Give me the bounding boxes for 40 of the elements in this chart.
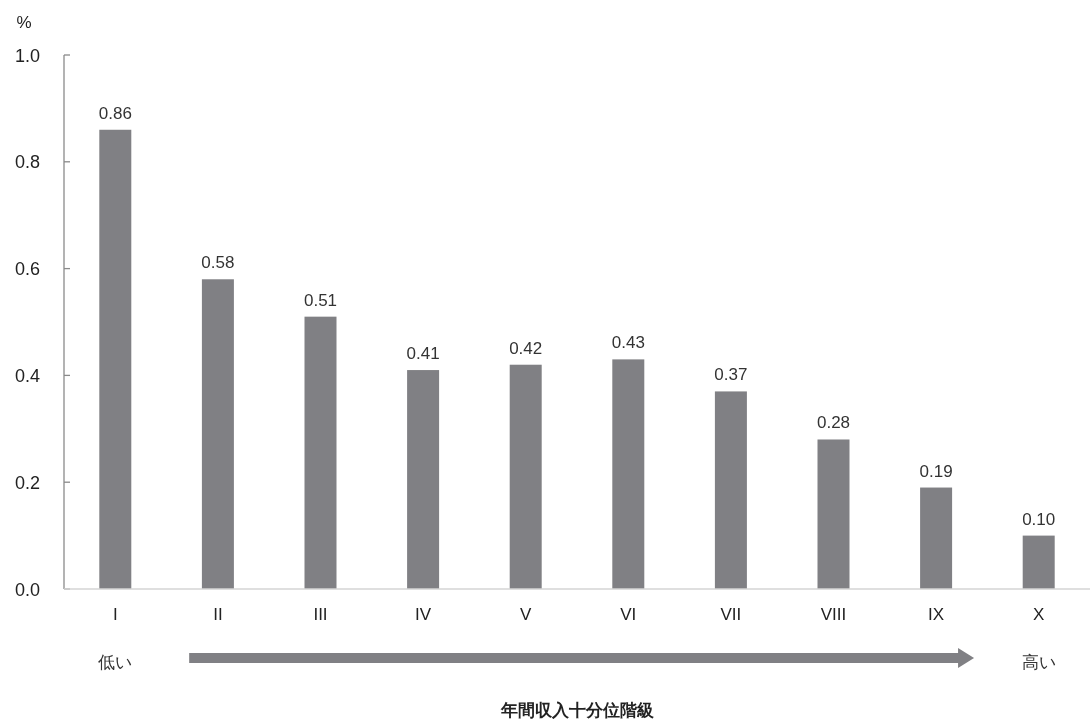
bar (612, 359, 645, 589)
x-tick-label: VIII (820, 605, 847, 624)
data-label: 0.43 (611, 333, 645, 353)
y-axis-title: % (16, 13, 32, 32)
bar (304, 316, 337, 589)
bar (817, 439, 850, 589)
y-tick-label: 1.0 (14, 45, 40, 66)
bar (407, 370, 440, 589)
bar (920, 487, 953, 589)
text: 低い (98, 653, 133, 672)
y-tick-label: 0.0 (14, 579, 40, 600)
bar (201, 279, 234, 589)
data-label: 0.41 (406, 344, 440, 364)
bar (99, 129, 132, 589)
data-label: 0.86 (98, 103, 132, 123)
data-label: 0.37 (714, 365, 748, 385)
y-tick-label: 0.6 (14, 259, 40, 280)
data-label: 0.10 (1022, 509, 1056, 529)
data-label: 0.42 (509, 338, 543, 358)
bar (1022, 535, 1055, 589)
bar (509, 364, 542, 589)
x-tick-label: II (213, 605, 223, 624)
x-tick-label: IV (415, 605, 432, 624)
y-tick-label: 0.2 (14, 472, 40, 493)
x-tick-label: III (313, 605, 328, 624)
data-label: 0.19 (919, 461, 953, 481)
text: 高い (1021, 653, 1056, 672)
y-tick-label: 0.4 (14, 365, 40, 386)
x-axis-title: 年間収入十分位階級 (499, 701, 654, 720)
x-tick-label: VII (720, 605, 742, 624)
x-tick-label: I (112, 605, 118, 624)
x-tick-label: X (1033, 605, 1045, 624)
x-tick-label: IX (928, 605, 945, 624)
x-tick-label: V (520, 605, 533, 624)
y-tick-label: 0.8 (14, 152, 40, 173)
data-label: 0.51 (303, 290, 338, 310)
data-label: 0.28 (816, 413, 851, 433)
x-tick-label: VI (620, 605, 637, 624)
bar (714, 391, 747, 589)
data-label: 0.58 (201, 253, 235, 273)
